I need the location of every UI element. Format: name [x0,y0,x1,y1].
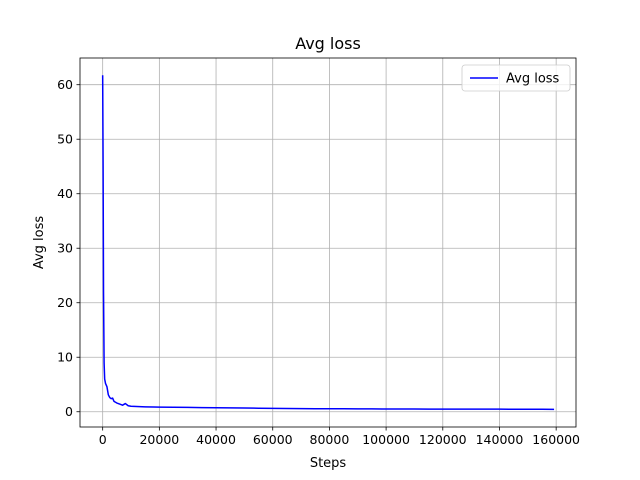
chart-title: Avg loss [295,34,361,53]
plot-area [80,58,576,427]
x-tick-label: 100000 [362,432,410,447]
x-tick-label: 60000 [253,432,293,447]
legend-label: Avg loss [506,72,560,87]
x-tick-label: 120000 [419,432,467,447]
x-tick-label: 140000 [476,432,524,447]
series-layer [101,75,555,411]
x-tick-label: 20000 [139,432,179,447]
x-tick-label: 40000 [196,432,236,447]
y-tick-label: 10 [57,350,73,365]
y-tick-label: 40 [57,186,73,201]
x-tick-label: 0 [99,432,107,447]
plot-frame [79,57,577,428]
x-tick-label: 80000 [310,432,350,447]
y-tick-label: 0 [65,404,73,419]
x-tick-label: 160000 [532,432,580,447]
y-tick-label: 20 [57,295,73,310]
legend: Avg loss [461,64,571,92]
ticks: 0 20000 40000 60000 80000 100000 120000 140000 1… [57,77,580,447]
y-axis-label: Avg loss [32,216,47,270]
x-axis-label: Steps [310,456,347,471]
y-tick-label: 60 [57,77,73,92]
y-tick-label: 30 [57,241,73,256]
legend-box [461,64,571,92]
y-tick-label: 50 [57,132,73,147]
series-line-avg-loss [101,75,555,411]
grid-lines [80,58,576,427]
